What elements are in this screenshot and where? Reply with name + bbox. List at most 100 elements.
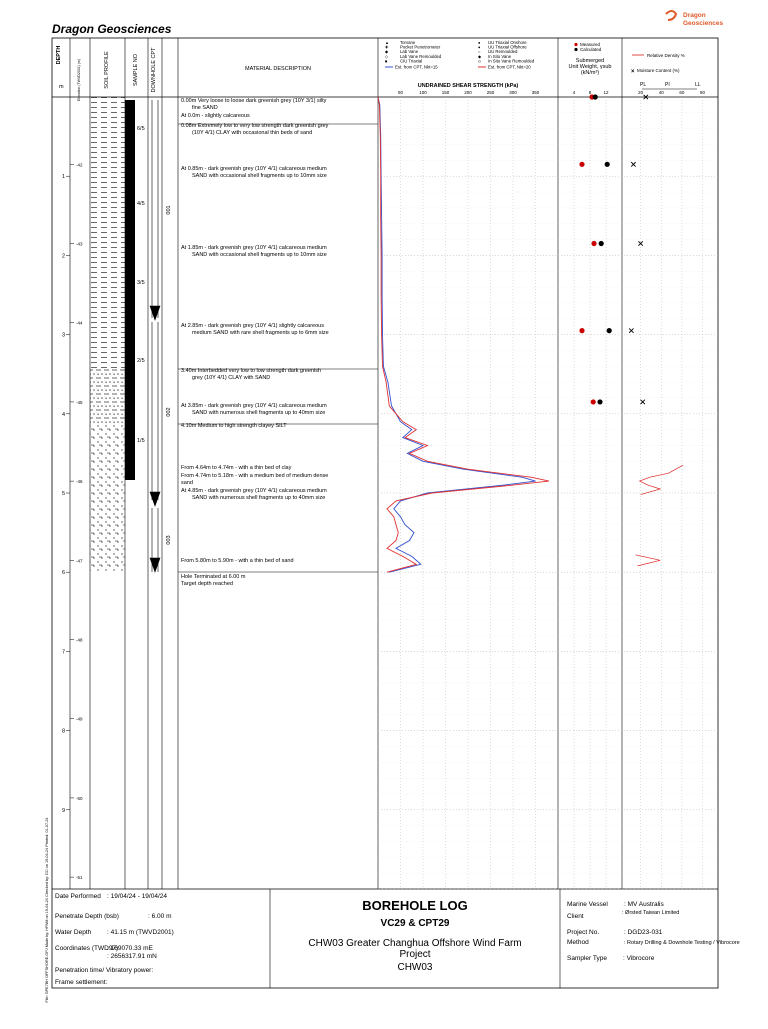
shear-curve xyxy=(377,96,536,573)
description: 4.10m Medium to high strength clayey SIL… xyxy=(181,423,287,429)
elevation-label: -47 xyxy=(76,558,83,563)
legend-symbol: ✚ xyxy=(385,45,389,50)
footer-text: : DGD23-031 xyxy=(624,929,663,936)
description: Target depth reached xyxy=(181,581,233,587)
silt-profile xyxy=(90,424,125,572)
legend-symbol: ◇ xyxy=(478,58,482,63)
footer-text: Method xyxy=(567,939,589,946)
limit-label: LL xyxy=(695,82,701,88)
footer-text: Penetrate Depth (bsb) xyxy=(55,913,119,920)
sample-label: 6/5 xyxy=(137,126,145,132)
cpt-label: 003 xyxy=(166,535,172,544)
limit-label: PI xyxy=(665,82,670,88)
cpt-arrows xyxy=(149,100,161,573)
col-header: SOIL PROFILE xyxy=(104,51,110,89)
legend-label: Est. from CPT, Nkt=20 xyxy=(488,65,531,70)
footer-text: Water Depth xyxy=(55,929,92,936)
unit-title: (kN/m³) xyxy=(581,70,599,76)
legend-label: In Situ Vane Remoulded xyxy=(488,58,535,63)
footer-text: Coordinates (TWD97) xyxy=(55,945,118,952)
measured-point xyxy=(590,399,596,405)
description-rules xyxy=(178,123,378,573)
clay-profile xyxy=(90,97,125,369)
uw-tick: 8 xyxy=(589,90,592,95)
legend-symbol: ■ xyxy=(385,58,388,63)
moisture-point xyxy=(640,399,646,405)
density-tick: 60 xyxy=(679,90,685,95)
description: At 4.85m - dark greenish grey (10Y 4/1) … xyxy=(181,488,327,494)
description: SAND with numerous shell fragments up to… xyxy=(192,410,325,416)
company: Dragon Geosciences xyxy=(52,22,172,36)
shear-tick: 350 xyxy=(532,90,540,95)
moisture-point xyxy=(643,94,649,100)
calculated-point xyxy=(598,240,604,247)
logo-text: Geosciences xyxy=(683,20,723,27)
sample-label: 1/5 xyxy=(137,438,145,444)
depth-label: 4 xyxy=(62,412,65,418)
footer-text: : 6.00 m xyxy=(148,913,171,920)
frame xyxy=(51,37,719,989)
uw-tick: 12 xyxy=(603,90,609,95)
density-tick: 40 xyxy=(659,90,665,95)
description: From 5.80m to 5.90m - with a thin bed of… xyxy=(181,558,294,564)
description: Hole Terminated at 6.00 m xyxy=(181,574,246,580)
description: At 3.85m - dark greenish grey (10Y 4/1) … xyxy=(181,403,327,409)
shear-tick: 50 xyxy=(398,90,404,95)
measured-point xyxy=(579,161,585,167)
footer-text: CHW03 xyxy=(397,962,432,973)
footer-text: Penetration time/ Vibratory power: xyxy=(55,967,153,974)
elevation-label: -48 xyxy=(76,638,83,643)
sample-label: 2/5 xyxy=(137,358,145,364)
shear-tick: 200 xyxy=(464,90,472,95)
depth-label: 3 xyxy=(62,333,65,339)
legend-label: Pocket Penetrometer xyxy=(400,45,441,50)
footer-text: : MV Australis xyxy=(624,901,664,908)
calculated-point xyxy=(604,161,610,167)
uw-tick: 4 xyxy=(573,90,576,95)
description: SAND with occasional shell fragments up … xyxy=(192,173,327,179)
legend-symbol: ● xyxy=(478,45,481,50)
description: At 1.85m - dark greenish grey (10Y 4/1) … xyxy=(181,245,327,251)
logo-text: Dragon xyxy=(683,12,706,19)
footer-text: Project No. xyxy=(567,929,599,936)
legend-symbol: ○ xyxy=(478,49,481,54)
moisture-point xyxy=(630,161,636,167)
elevation-label: -45 xyxy=(76,400,83,405)
description: From 4.64m to 4.74m - with a thin bed of… xyxy=(181,465,292,471)
legend-label: Measured xyxy=(580,42,601,47)
cpt-label: 002 xyxy=(166,407,172,416)
shear-tick: 100 xyxy=(419,90,427,95)
measured-point xyxy=(591,240,597,247)
elevation-label: -42 xyxy=(76,162,83,167)
col-header: m xyxy=(59,84,64,90)
depth-label: 2 xyxy=(62,253,65,259)
footer-text: : 41.15 m (TWVD2001) xyxy=(107,929,174,936)
shear-title: UNDRAINED SHEAR STRENGTH (kPa) xyxy=(418,83,519,89)
footer-text: Client xyxy=(567,913,584,920)
depth-label: 8 xyxy=(62,729,65,735)
col-header: MATERIAL DESCRIPTION xyxy=(245,66,311,72)
description: grey (10Y 4/1) CLAY with SAND xyxy=(192,375,270,381)
footer-text: VC29 & CPT29 xyxy=(381,918,450,929)
shear-curve xyxy=(377,96,550,573)
logo-mark xyxy=(665,10,678,21)
relative-density xyxy=(635,464,684,567)
unit-title: Unit Weight, γsub xyxy=(568,64,611,70)
footer-text: Project xyxy=(399,949,430,960)
cpt-label: 001 xyxy=(166,205,172,214)
col-header: Elevation (TWVD2001) (m) xyxy=(77,59,81,101)
density-tick: 80 xyxy=(700,90,706,95)
legend-dot xyxy=(574,42,578,47)
footer-text: Sampler Type xyxy=(567,955,607,962)
column-rules xyxy=(69,38,623,988)
measured-point xyxy=(579,328,585,334)
shear-tick: 250 xyxy=(487,90,495,95)
legend-symbol: ● xyxy=(478,40,481,45)
density-tick: 20 xyxy=(638,90,644,95)
description: medium SAND with rare shell fragments up… xyxy=(192,330,329,336)
col-header: DOWNHOLE CPT xyxy=(151,47,157,93)
calculated-point xyxy=(592,94,598,100)
elevation-label: -50 xyxy=(76,796,83,801)
moisture-point xyxy=(628,328,634,334)
